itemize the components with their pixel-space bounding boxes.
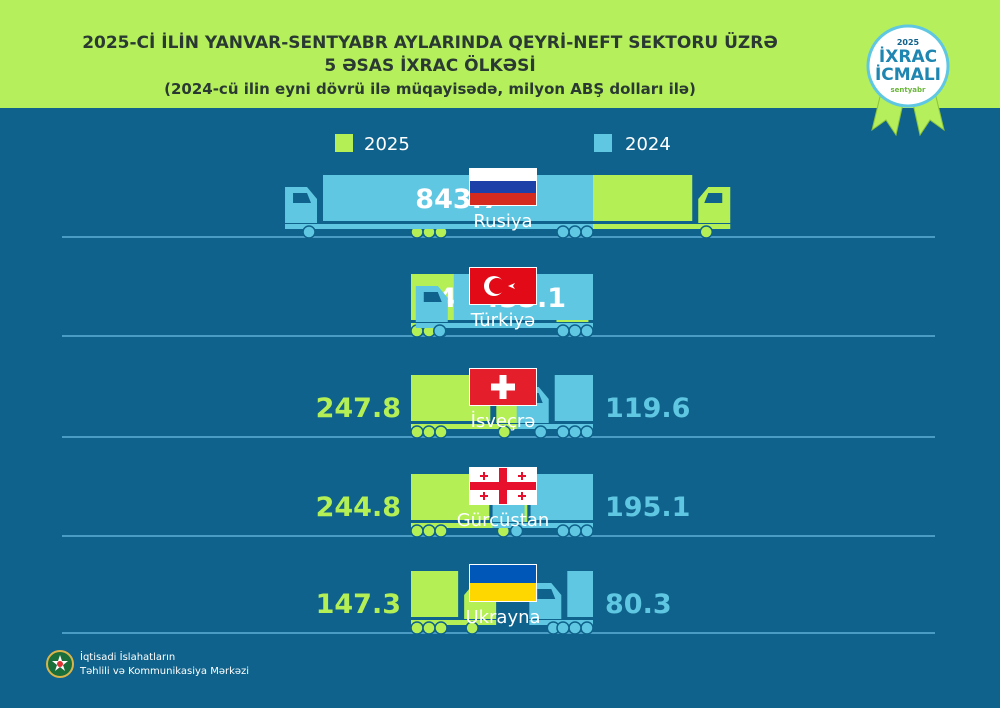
wheel bbox=[580, 324, 594, 338]
wheel bbox=[434, 524, 448, 538]
value-label-2024-3: 195.1 bbox=[605, 492, 690, 523]
header-band: 2025-Cİ İLİN YANVAR-SENTYABR AYLARINDA Q… bbox=[0, 0, 1000, 108]
stripe bbox=[470, 583, 536, 601]
title-line1: 2025-Cİ İLİN YANVAR-SENTYABR AYLARINDA Q… bbox=[82, 33, 778, 53]
wheel bbox=[434, 621, 448, 635]
title-line2: 5 ƏSAS İXRAC ÖLKƏSİ bbox=[324, 56, 536, 76]
switzerland-flag bbox=[469, 368, 537, 406]
bar-2024-3 bbox=[530, 474, 593, 520]
wheel bbox=[533, 425, 548, 439]
value-label-2024-4: 80.3 bbox=[605, 589, 672, 620]
subtitle: (2024-cü ilin eyni dövrü ilə müqayisədə,… bbox=[164, 80, 696, 98]
wheel bbox=[699, 225, 713, 239]
wheel bbox=[568, 621, 582, 635]
truck-chassis bbox=[411, 523, 528, 528]
truck-chassis bbox=[415, 323, 593, 328]
stripe bbox=[470, 565, 536, 583]
legend-swatch-2024 bbox=[594, 134, 612, 152]
org-name-line2: Təhlili və Kommunikasiya Mərkəzi bbox=[80, 666, 250, 677]
legend-label-2025: 2025 bbox=[364, 134, 410, 155]
wheel bbox=[422, 621, 436, 635]
russia-flag bbox=[469, 168, 537, 206]
wheel bbox=[497, 425, 512, 439]
stripe bbox=[470, 193, 536, 205]
ixrac-icmali-badge: 2025 İXRAC İCMALI sentyabr bbox=[862, 20, 954, 140]
georgia-flag bbox=[469, 467, 537, 505]
country-label: Gürcüstan bbox=[457, 510, 550, 531]
legend-swatch-2025 bbox=[335, 134, 353, 152]
star bbox=[508, 283, 515, 289]
badge-line2: İCMALI bbox=[874, 65, 942, 85]
cab-window bbox=[293, 193, 312, 203]
org-name-line1: İqtisadi İslahatların bbox=[80, 652, 176, 663]
truck-chassis bbox=[411, 424, 529, 429]
truck-2024-0: 843.7 bbox=[285, 175, 594, 239]
country-label: Rusiya bbox=[473, 211, 532, 232]
value-label-2025-2: 247.8 bbox=[316, 393, 401, 424]
wheel bbox=[568, 225, 582, 239]
wheel bbox=[422, 425, 436, 439]
bar-2024-2 bbox=[554, 375, 593, 421]
truck-chassis bbox=[516, 424, 593, 429]
value-label-2025-3: 244.8 bbox=[316, 492, 401, 523]
bar-2024-4 bbox=[567, 571, 593, 617]
wheel bbox=[422, 524, 436, 538]
truck-cab bbox=[285, 187, 318, 223]
stripe bbox=[470, 181, 536, 193]
turkey-flag bbox=[469, 267, 537, 305]
stripe bbox=[470, 169, 536, 181]
country-label: Türkiyə bbox=[470, 310, 536, 331]
wheel bbox=[580, 524, 594, 538]
wheel bbox=[556, 324, 570, 338]
country-label: Ukrayna bbox=[465, 607, 540, 628]
cross bbox=[470, 482, 536, 490]
wheel bbox=[302, 225, 316, 239]
truck-cab bbox=[698, 187, 731, 223]
wheel bbox=[556, 621, 570, 635]
state-emblem-icon bbox=[46, 650, 74, 678]
wheel bbox=[568, 524, 582, 538]
small-cross bbox=[518, 495, 526, 497]
bar-2025-4 bbox=[411, 571, 459, 617]
badge-line3: sentyabr bbox=[890, 86, 926, 94]
cab-window bbox=[537, 589, 556, 599]
wheel bbox=[509, 524, 524, 538]
legend-label-2024: 2024 bbox=[625, 134, 671, 155]
value-label-2024-2: 119.6 bbox=[605, 393, 690, 424]
small-cross bbox=[480, 495, 488, 497]
wheel bbox=[410, 621, 424, 635]
badge-line1: İXRAC bbox=[878, 47, 938, 67]
wheel bbox=[580, 621, 594, 635]
truck-2024-4: 80.3 bbox=[529, 571, 672, 635]
wheel bbox=[434, 425, 448, 439]
wheel bbox=[568, 324, 582, 338]
truck-chassis bbox=[492, 523, 593, 528]
cab-window bbox=[423, 292, 442, 302]
ukraine-flag bbox=[469, 564, 537, 602]
small-cross bbox=[480, 475, 488, 477]
value-label-2025-4: 147.3 bbox=[316, 589, 401, 620]
wheel bbox=[556, 425, 570, 439]
wheel bbox=[568, 425, 582, 439]
truck-chassis bbox=[285, 224, 593, 229]
wheel bbox=[410, 425, 424, 439]
wheel bbox=[465, 621, 479, 635]
wheel bbox=[556, 225, 570, 239]
wheel bbox=[580, 425, 594, 439]
bar-2024-0 bbox=[323, 175, 593, 221]
wheel bbox=[580, 225, 594, 239]
cross bbox=[491, 383, 515, 391]
wheel bbox=[556, 524, 570, 538]
wheel bbox=[410, 524, 424, 538]
small-cross bbox=[518, 475, 526, 477]
truck-chassis bbox=[411, 620, 497, 625]
wheel bbox=[433, 324, 447, 338]
badge-year: 2025 bbox=[896, 38, 920, 47]
crescent-cut bbox=[489, 278, 505, 294]
country-label: İsveçrə bbox=[471, 411, 536, 432]
cab-window bbox=[704, 193, 723, 203]
truck-2024-2: 119.6 bbox=[516, 375, 690, 439]
